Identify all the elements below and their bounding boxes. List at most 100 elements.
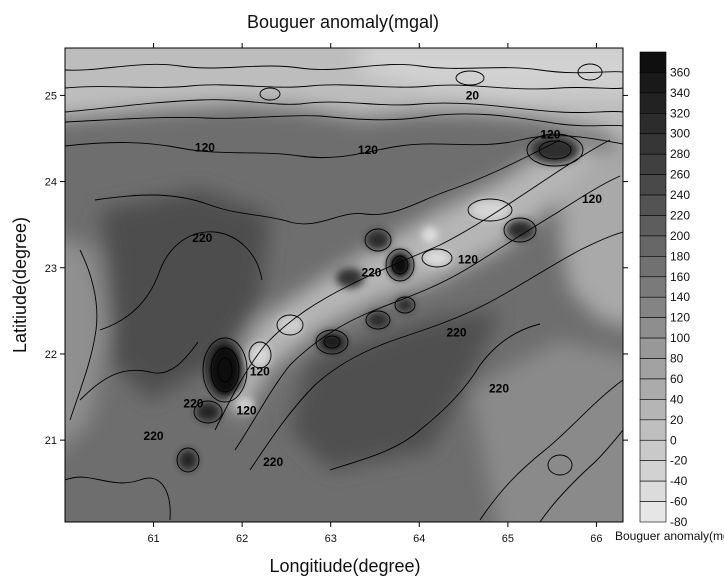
contour-line [94,139,561,225]
y-tick-label: 22 [45,349,57,361]
gravity-high-5 [388,251,412,279]
contour-line [65,99,623,114]
contour-ring [276,314,304,336]
y-tick-label: 24 [45,177,57,189]
contour-ring [421,248,453,268]
colorbar-swatch [639,378,667,400]
contour-ring [547,454,573,476]
colorbar-swatch [639,296,667,318]
contour-ring [193,400,223,424]
contour-ring [385,248,415,282]
contour-label: 220 [263,455,283,469]
colorbar-tick-label: 340 [670,86,690,100]
gravity-high-4 [318,332,346,352]
axis-ticks: 61 62 63 64 65 66 21 22 23 24 25 [45,43,628,545]
colorbar-swatch [639,235,667,257]
contour-label: 120 [540,127,560,141]
gravity-low-4 [470,200,510,220]
colorbar-swatch [639,480,667,502]
y-tick-label: 23 [45,263,57,275]
anomaly-details [179,136,579,470]
gravity-high-1 [207,342,243,398]
contour-line [479,379,623,521]
colorbar-tick-label: 160 [670,270,690,284]
colorbar-tick-label: 260 [670,168,690,182]
contour-ring [365,310,391,330]
gravity-high-3 [179,450,197,470]
colorbar-tick-label: -20 [670,454,688,468]
colorbar: 3603403203002802602402202001801601401201… [639,51,690,529]
y-tick-label: 21 [45,435,57,447]
colorbar-tick-label: -40 [670,474,688,488]
colorbar-swatch [639,358,667,380]
colorbar-swatch [639,194,667,216]
contour-line [65,476,171,521]
contour-ring [364,228,392,252]
contour-label: 120 [458,252,478,266]
contour-label: 120 [582,192,602,206]
colorbar-swatch [639,399,667,421]
gravity-high-7 [367,312,389,328]
gravity-high-11 [336,268,364,288]
colorbar-swatch [639,256,667,278]
contour-line [65,113,623,127]
contour-label: 120 [195,140,215,154]
contour-ring [538,140,572,160]
contour-ring [259,87,281,101]
contour-label: 120 [250,364,270,378]
contour-ring [323,335,341,349]
colorbar-swatch [639,113,667,135]
colorbar-tick-label: 300 [670,127,690,141]
colorbar-swatch [639,337,667,359]
x-axis-label: Longitiude(degree) [269,556,420,576]
colorbar-tick-label: -80 [670,515,688,529]
colorbar-tick-label: 360 [670,65,690,79]
colorbar-title: Bouguer anomaly(mgal) [615,529,724,543]
colorbar-tick-label: 140 [670,290,690,304]
colorbar-swatch [639,153,667,175]
colorbar-tick-label: 200 [670,229,690,243]
contour-labels: 20 120 120 120 120 220 120 220 220 120 220 220 120 22… [144,89,603,469]
gravity-high-2 [196,403,220,421]
contour-line [234,175,621,451]
chart-title: Bouguer anomaly(mgal) [247,12,439,32]
western-low-flank [65,239,110,445]
x-tick-label: 61 [147,533,159,545]
contour-label: 220 [183,396,203,410]
contour-label: 220 [361,265,381,279]
contour-line [79,341,199,401]
colorbar-swatch [639,92,667,114]
colorbar-swatch [639,133,667,155]
colorbar-tick-label: 320 [670,106,690,120]
colorbar-swatch [639,419,667,441]
colorbar-tick-label: 100 [670,331,690,345]
colorbar-swatch [639,501,667,523]
x-tick-label: 63 [325,533,337,545]
contour-ring [391,255,409,275]
gravity-low-1 [250,343,270,367]
colorbar-tick-label: 20 [670,413,684,427]
colorbar-tick-label: 60 [670,372,684,386]
colorbar-swatch [639,276,667,298]
contour-label: 220 [144,429,164,443]
x-tick-label: 66 [590,533,602,545]
colorbar-tick-label: 280 [670,147,690,161]
colorbar-swatch [639,460,667,482]
southern-high-plain [290,310,500,470]
contour-label: 120 [358,143,378,157]
northeast-low-strip [560,144,623,326]
colorbar-swatch [639,51,667,73]
gravity-low-2 [278,316,302,334]
contour-line [214,139,611,431]
contour-line [249,231,623,471]
contour-label: 220 [446,326,466,340]
colorbar-swatch [639,317,667,339]
plot-frame [64,47,624,523]
contour-line [539,429,623,522]
contour-line [69,249,98,421]
x-tick-label: 62 [236,533,248,545]
contour-ring [315,329,349,355]
contour-line [65,135,623,159]
colorbar-swatch [639,174,667,196]
